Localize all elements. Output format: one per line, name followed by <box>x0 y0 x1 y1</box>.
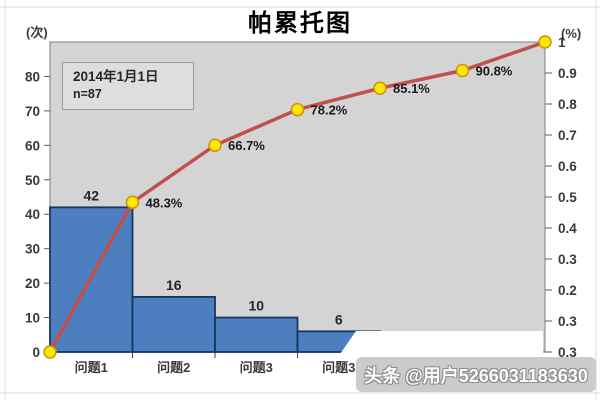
line-marker <box>43 345 57 359</box>
cumulative-pct-label: 90.8% <box>476 64 513 79</box>
watermark-badge: 头条 @用户5266031183630 <box>356 357 596 392</box>
left-axis-tick-label: 40 <box>25 207 40 222</box>
category-label: 问题3 <box>322 360 355 375</box>
left-axis-tick-label: 70 <box>25 104 40 119</box>
pareto-bar <box>214 316 299 353</box>
category-label: 问题2 <box>157 360 190 375</box>
cumulative-pct-label: 48.3% <box>146 195 183 210</box>
annotation-date: 2014年1月1日 <box>73 69 159 84</box>
right-axis-tick-label: 1 <box>558 35 566 50</box>
watermark-erase-patch <box>340 331 543 354</box>
left-axis-unit: (次) <box>26 25 48 40</box>
cumulative-pct-label: 85.1% <box>393 81 430 96</box>
left-axis-tick-label: 10 <box>25 311 40 326</box>
bar-value-label: 6 <box>335 311 343 327</box>
right-axis-unit: (%) <box>561 26 582 41</box>
cumulative-pct-label: 78.2% <box>311 103 348 118</box>
right-axis-tick-label: 0.4 <box>558 221 577 236</box>
right-axis-tick-label: 0.2 <box>558 283 577 298</box>
right-axis-tick-label: 0.9 <box>558 66 577 81</box>
left-axis-tick-label: 30 <box>25 242 40 257</box>
category-label: 问题3 <box>240 360 273 375</box>
right-axis-tick-label: 0.7 <box>558 128 577 143</box>
right-axis-tick-label: 0.5 <box>558 190 577 205</box>
right-axis-tick-label: 0.3 <box>558 252 577 267</box>
left-axis-tick-label: 80 <box>25 69 40 84</box>
right-axis-tick-label: 0.3 <box>558 314 577 329</box>
bar-value-label: 42 <box>83 187 99 203</box>
bar-value-label: 16 <box>166 277 182 293</box>
right-axis-tick-label: 0.6 <box>558 159 577 174</box>
line-marker <box>455 63 470 78</box>
left-axis-tick-label: 50 <box>25 173 40 188</box>
left-axis-tick-label: 20 <box>25 276 40 291</box>
line-marker <box>208 138 222 152</box>
left-axis-tick-label: 60 <box>25 138 40 153</box>
line-marker <box>373 81 387 95</box>
left-axis-tick-label: 0 <box>32 345 40 360</box>
right-axis-tick-label: 0.8 <box>558 97 577 112</box>
right-axis-tick-label: 0.3 <box>558 345 577 360</box>
chart-title: 帕累托图 <box>248 11 352 37</box>
line-marker <box>125 195 140 210</box>
pareto-bar <box>131 295 216 353</box>
line-marker <box>538 35 552 49</box>
cumulative-pct-label: 66.7% <box>228 138 265 153</box>
annotation-box: 2014年1月1日 n=87 <box>62 62 194 110</box>
category-label: 问题1 <box>75 360 108 375</box>
bar-value-label: 10 <box>248 298 264 314</box>
line-marker <box>290 102 305 117</box>
annotation-sample-size: n=87 <box>73 87 102 101</box>
